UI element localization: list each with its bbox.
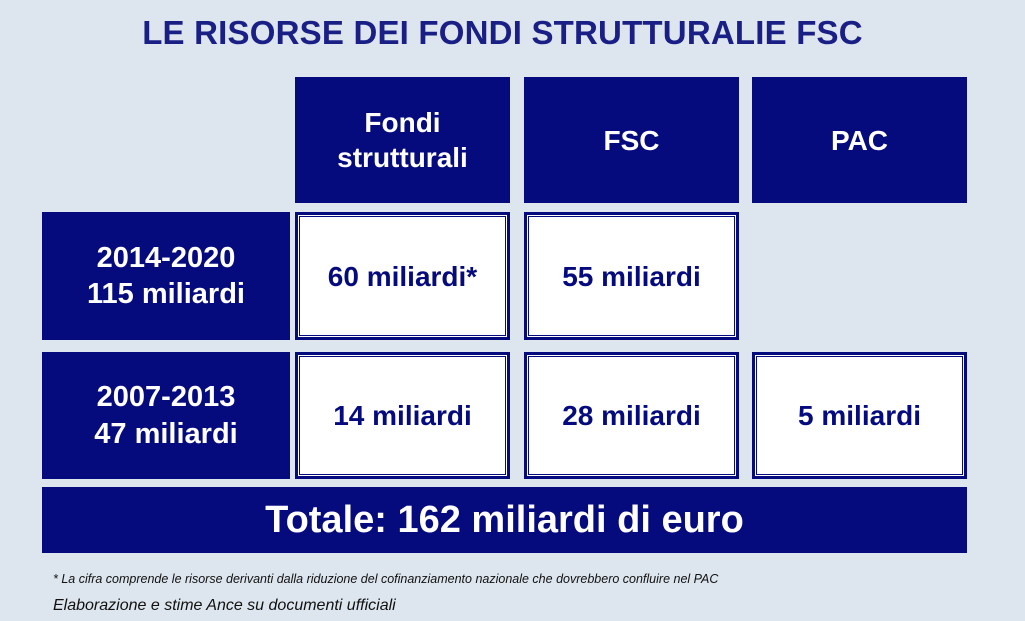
page-title: LE RISORSE DEI FONDI STRUTTURALIE FSC — [142, 14, 863, 51]
source-note: Elaborazione e stime Ance su documenti u… — [53, 597, 396, 614]
period-2007-2013: 2007-2013 — [96, 381, 236, 414]
total-banner: Totale: 162 miliardi di euro — [42, 487, 967, 553]
footnote: * La cifra comprende le risorse derivant… — [53, 572, 719, 586]
header-fondi-strutturali: Fondi strutturali — [295, 77, 510, 203]
period-total-2014-2020: 115 miliardi — [87, 278, 245, 310]
row-label-2007-2013: 2007-2013 47 miliardi — [42, 352, 290, 479]
cell-2014-fsc: 55 miliardi — [524, 212, 739, 340]
period-total-2007-2013: 47 miliardi — [94, 417, 238, 450]
header-pac: PAC — [752, 77, 967, 203]
header-fondi-line1: Fondi — [364, 107, 441, 138]
cell-2007-fondi: 14 miliardi — [295, 352, 510, 479]
cell-2014-fondi: 60 miliardi* — [295, 212, 510, 340]
row-label-2014-2020: 2014-2020 115 miliardi — [42, 212, 290, 340]
cell-2007-pac: 5 miliardi — [752, 352, 967, 479]
header-fondi-line2: strutturali — [337, 142, 468, 173]
period-2014-2020: 2014-2020 — [96, 241, 236, 274]
cell-2007-fsc: 28 miliardi — [524, 352, 739, 479]
header-fsc: FSC — [524, 77, 739, 203]
